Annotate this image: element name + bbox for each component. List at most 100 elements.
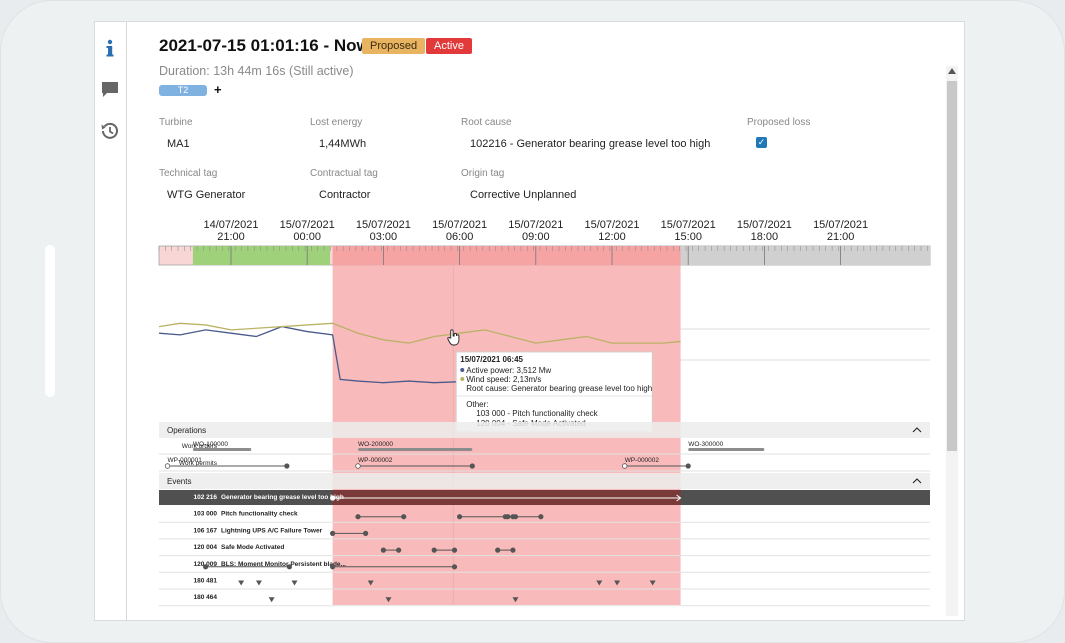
wind-speed-legend-dot [460, 377, 465, 381]
event-start [431, 547, 437, 553]
wind-speed-line [158, 322, 681, 344]
time-tick-date: 14/07/2021 [203, 219, 258, 231]
collapse-operations-icon [912, 427, 922, 433]
turbine-value: MA1 [167, 138, 190, 150]
time-tick-time: 21:00 [827, 231, 855, 243]
lost-energy-label: Lost energy [310, 117, 363, 128]
time-tick-date: 15/07/2021 [356, 219, 411, 231]
time-tick-date: 15/07/2021 [584, 219, 639, 231]
proposed-badge: Proposed [362, 38, 426, 54]
work-order-bar [358, 448, 473, 451]
time-tick-time: 09:00 [522, 231, 550, 243]
scroll-thumb[interactable] [947, 81, 957, 451]
time-tick-date: 15/07/2021 [737, 219, 792, 231]
event-marker-icon [596, 580, 603, 586]
event-end [451, 564, 458, 570]
collapse-events-icon [912, 478, 922, 484]
time-tick-time: 21:00 [217, 231, 245, 243]
time-tick-time: 06:00 [446, 231, 474, 243]
event-marker-icon [268, 597, 275, 603]
technical-tag-label: Technical tag [159, 168, 218, 179]
available-period [192, 246, 331, 265]
home-indicator [45, 245, 55, 397]
time-tick-time: 15:00 [674, 231, 702, 243]
strip-selection [332, 246, 681, 265]
info-icon[interactable] [99, 38, 121, 60]
work-order-bar [192, 448, 252, 451]
tooltip-root-cause: Root cause: Generator bearing grease lev… [466, 384, 652, 393]
page-title: 2021-07-15 01:01:16 - Now [159, 36, 370, 55]
main-content: 2021-07-15 01:01:16 - Now Proposed Activ… [127, 22, 964, 620]
event-label: Lightning UPS A/C Failure Tower [221, 527, 323, 534]
event-label: Safe Mode Activated [221, 544, 284, 551]
work-permit-label: WP-000002 [358, 457, 393, 464]
comment-icon[interactable] [99, 79, 121, 101]
events-title: Events [167, 477, 191, 486]
events-header [159, 473, 930, 489]
time-tick-date: 15/07/2021 [661, 219, 716, 231]
event-end [401, 514, 407, 520]
time-tick-time: 18:00 [751, 231, 779, 243]
contractual-tag-label: Contractual tag [310, 168, 378, 179]
event-marker-icon [367, 580, 374, 586]
history-icon[interactable] [99, 120, 121, 142]
root-cause-label: Root cause [461, 117, 512, 128]
tooltip-active-power: Active power: 3,512 Mw [466, 366, 551, 375]
event-end [451, 547, 458, 553]
active-power-legend-dot [460, 368, 465, 372]
event-start [330, 564, 336, 570]
tag-chip[interactable]: T2 [159, 85, 207, 96]
work-permit-label: WP-000002 [625, 457, 660, 464]
proposed-loss-checkbox[interactable]: ✓ [756, 137, 767, 148]
event-marker-icon [512, 597, 519, 603]
proposed-loss-label: Proposed loss [747, 117, 811, 128]
event-start [495, 547, 501, 553]
contractual-tag-value: Contractor [319, 189, 371, 201]
vertical-scrollbar[interactable] [946, 66, 958, 616]
tooltip-time: 15/07/2021 06:45 [460, 355, 523, 364]
work-permit-start [355, 463, 361, 469]
work-order-label: WO-300000 [688, 441, 723, 448]
event-end [363, 530, 369, 536]
scroll-up-arrow-icon[interactable] [948, 68, 956, 74]
lost-energy-value: 1,44MWh [319, 138, 367, 150]
event-marker-icon [255, 580, 262, 586]
work-order-bar [688, 448, 765, 451]
origin-tag-value: Corrective Unplanned [470, 189, 577, 201]
event-end [510, 547, 516, 553]
event-start [330, 530, 336, 536]
event-end [286, 564, 293, 570]
timeline-chart[interactable]: 14/07/202121:0015/07/202100:0015/07/2021… [127, 212, 964, 612]
active-power-line [158, 325, 511, 384]
event-start [203, 564, 209, 570]
time-tick-time: 00:00 [293, 231, 321, 243]
turbine-label: Turbine [159, 117, 193, 128]
sidebar [95, 22, 127, 620]
add-tag-button[interactable]: + [214, 82, 222, 97]
event-end [396, 547, 402, 553]
chart-tooltip [455, 351, 653, 433]
event-code: 102 216 [194, 494, 218, 501]
event-code: 120 004 [194, 544, 218, 551]
timeline-panel: 14/07/2021 21:00 15/07/2021 00:00 15/07/2021… [127, 212, 964, 612]
operations-header [159, 422, 930, 438]
event-arrow-icon [676, 494, 682, 502]
event-detail-screen: 2021-07-15 01:01:16 - Now Proposed Activ… [94, 21, 965, 621]
technical-tag-value: WTG Generator [167, 189, 246, 201]
work-orders-label: Work orders [182, 443, 218, 450]
time-tick-date: 15/07/2021 [280, 219, 335, 231]
future-period [680, 246, 930, 265]
event-code: 106 167 [194, 527, 218, 534]
work-permit-end [469, 463, 475, 469]
event-start [380, 547, 386, 553]
work-permit-label: WP-000001 [168, 457, 203, 464]
work-permit-start [622, 463, 628, 469]
work-order-label: WO-200000 [358, 441, 393, 448]
event-marker-icon [291, 580, 298, 586]
event-start-dot [330, 495, 336, 501]
time-tick-date: 15/07/2021 [508, 219, 563, 231]
event-marker-icon [614, 580, 621, 586]
pointer-hand-icon [447, 329, 460, 346]
active-badge: Active [426, 38, 472, 54]
tooltip-wind-speed: Wind speed: 2,13m/s [466, 375, 541, 384]
